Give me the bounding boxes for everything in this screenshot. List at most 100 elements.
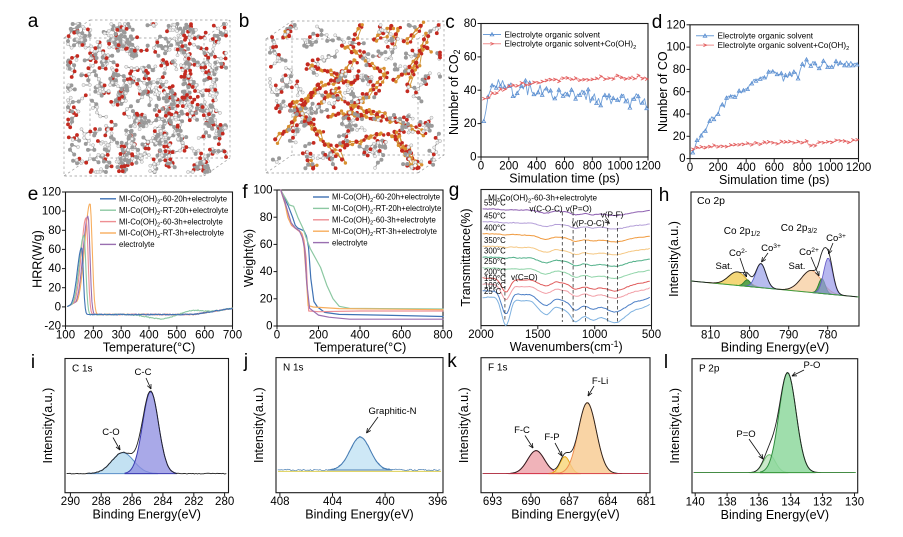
svg-text:600: 600 bbox=[765, 162, 784, 174]
svg-text:0: 0 bbox=[266, 321, 272, 333]
svg-text:Co3+​: Co3+​ bbox=[826, 233, 846, 244]
svg-text:P-O: P-O bbox=[804, 360, 821, 371]
svg-text:0: 0 bbox=[470, 152, 476, 164]
svg-text:400: 400 bbox=[139, 330, 158, 342]
svg-text:790: 790 bbox=[779, 330, 798, 342]
svg-text:1200: 1200 bbox=[635, 161, 661, 173]
svg-text:Binding Energy(eV): Binding Energy(eV) bbox=[721, 508, 829, 522]
svg-text:120: 120 bbox=[42, 187, 61, 199]
svg-text:b: b bbox=[239, 11, 250, 32]
svg-text:Weight(%): Weight(%) bbox=[242, 229, 256, 287]
svg-text:j: j bbox=[243, 351, 248, 372]
svg-text:MI-Co(OH)2-RT-20h+electrolyte​: MI-Co(OH)2-RT-20h+electrolyte​ bbox=[119, 206, 228, 217]
svg-text:280: 280 bbox=[215, 496, 234, 508]
svg-text:Co3+​: Co3+​ bbox=[761, 243, 781, 254]
svg-text:20: 20 bbox=[260, 293, 273, 305]
svg-text:120: 120 bbox=[666, 19, 685, 31]
svg-text:Wavenumbers(cm-1)​: Wavenumbers(cm-1)​ bbox=[510, 339, 623, 354]
svg-text:0: 0 bbox=[478, 161, 484, 173]
svg-text:693: 693 bbox=[483, 496, 502, 508]
svg-text:600: 600 bbox=[555, 161, 574, 173]
svg-text:Intensity(a.u.): Intensity(a.u.) bbox=[457, 387, 471, 463]
svg-text:40: 40 bbox=[464, 85, 477, 97]
svg-text:132: 132 bbox=[813, 496, 832, 508]
svg-text:Electrolyte organic solvent: Electrolyte organic solvent bbox=[505, 30, 601, 39]
svg-text:HRR(W/g): HRR(W/g) bbox=[31, 230, 45, 288]
svg-text:140: 140 bbox=[686, 496, 705, 508]
svg-text:F-C: F-C bbox=[514, 425, 530, 436]
svg-text:C-O: C-O bbox=[102, 427, 119, 438]
svg-text:800: 800 bbox=[793, 162, 812, 174]
svg-text:MI-Co(OH)2-RT-3h+electrolyte​: MI-Co(OH)2-RT-3h+electrolyte​ bbox=[119, 229, 224, 240]
svg-text:80: 80 bbox=[48, 225, 61, 237]
svg-text:404: 404 bbox=[323, 496, 343, 508]
svg-text:MI-Co(OH)2-RT-3h+electrolyte​: MI-Co(OH)2-RT-3h+electrolyte​ bbox=[332, 227, 437, 238]
svg-text:100: 100 bbox=[42, 206, 61, 218]
svg-text:687: 687 bbox=[560, 496, 579, 508]
svg-text:Intensity(a.u.): Intensity(a.u.) bbox=[252, 387, 266, 463]
svg-text:800: 800 bbox=[583, 161, 602, 173]
svg-text:350°C: 350°C bbox=[484, 236, 506, 245]
svg-text:400: 400 bbox=[350, 330, 369, 342]
svg-text:250°C: 250°C bbox=[484, 257, 506, 266]
svg-text:60: 60 bbox=[464, 51, 477, 63]
svg-text:810: 810 bbox=[701, 330, 720, 342]
svg-text:l: l bbox=[664, 352, 668, 373]
svg-text:MI-Co(OH)2-60-20h+electrolyte​: MI-Co(OH)2-60-20h+electrolyte​ bbox=[119, 195, 227, 206]
svg-text:g: g bbox=[449, 180, 460, 201]
svg-text:v(C-O-C): v(C-O-C) bbox=[529, 205, 562, 214]
svg-text:80: 80 bbox=[673, 64, 686, 76]
svg-text:20: 20 bbox=[464, 118, 477, 130]
svg-text:40: 40 bbox=[48, 263, 61, 275]
svg-text:150°C: 150°C bbox=[484, 274, 506, 283]
svg-text:0: 0 bbox=[274, 330, 280, 342]
svg-text:Temperature(°C): Temperature(°C) bbox=[314, 341, 407, 355]
svg-text:780: 780 bbox=[818, 330, 837, 342]
svg-text:Simulation time (ps): Simulation time (ps) bbox=[719, 173, 829, 187]
svg-text:MI-Co(OH)2-60-3h+electrolyte​: MI-Co(OH)2-60-3h+electrolyte​ bbox=[488, 194, 597, 205]
svg-text:v(P-F): v(P-F) bbox=[601, 210, 624, 219]
svg-text:400: 400 bbox=[527, 161, 546, 173]
svg-text:Co 2p: Co 2p bbox=[697, 195, 725, 207]
svg-text:134: 134 bbox=[781, 496, 801, 508]
svg-text:100: 100 bbox=[666, 42, 685, 54]
svg-text:500: 500 bbox=[167, 330, 186, 342]
svg-text:60: 60 bbox=[673, 86, 686, 98]
svg-text:C-C: C-C bbox=[135, 367, 152, 378]
svg-text:MI-Co(OH)2-60-3h+electrolyte​: MI-Co(OH)2-60-3h+electrolyte​ bbox=[332, 216, 436, 227]
svg-text:Binding Energy(eV): Binding Energy(eV) bbox=[305, 508, 413, 522]
svg-text:136: 136 bbox=[749, 496, 768, 508]
svg-text:0: 0 bbox=[687, 162, 693, 174]
svg-text:electrolyte: electrolyte bbox=[119, 240, 155, 249]
svg-text:Co2-​: Co2-​ bbox=[729, 248, 747, 259]
svg-text:25°C: 25°C bbox=[484, 287, 502, 296]
svg-text:396: 396 bbox=[428, 496, 447, 508]
svg-text:Binding Energy(eV): Binding Energy(eV) bbox=[511, 508, 619, 522]
svg-text:800: 800 bbox=[740, 330, 759, 342]
svg-text:130: 130 bbox=[845, 496, 864, 508]
svg-text:100: 100 bbox=[253, 185, 272, 197]
svg-text:500: 500 bbox=[642, 329, 661, 341]
svg-text:284: 284 bbox=[153, 496, 173, 508]
svg-text:80: 80 bbox=[260, 212, 273, 224]
svg-text:Number of CO2​: Number of CO2​ bbox=[447, 49, 462, 135]
svg-text:138: 138 bbox=[717, 496, 736, 508]
svg-text:690: 690 bbox=[521, 496, 540, 508]
svg-text:300°C: 300°C bbox=[484, 247, 506, 256]
svg-text:290: 290 bbox=[61, 496, 80, 508]
svg-text:400: 400 bbox=[737, 162, 756, 174]
svg-text:100°C: 100°C bbox=[484, 281, 506, 290]
svg-text:Electrolyte organic solvent: Electrolyte organic solvent bbox=[718, 32, 814, 41]
svg-text:Intensity(a.u.): Intensity(a.u.) bbox=[667, 221, 681, 297]
svg-text:e: e bbox=[28, 184, 39, 205]
svg-text:N 1s: N 1s bbox=[283, 363, 304, 374]
svg-text:1500: 1500 bbox=[525, 329, 551, 341]
svg-text:0: 0 bbox=[55, 301, 61, 313]
svg-text:1000: 1000 bbox=[818, 162, 844, 174]
svg-text:electrolyte: electrolyte bbox=[332, 238, 368, 247]
svg-text:v(P-O-C): v(P-O-C) bbox=[572, 219, 605, 228]
svg-text:h: h bbox=[659, 185, 670, 206]
svg-text:282: 282 bbox=[184, 496, 203, 508]
svg-text:i: i bbox=[31, 352, 35, 373]
svg-text:MI-Co(OH)2-60-20h+electrolyte​: MI-Co(OH)2-60-20h+electrolyte​ bbox=[332, 193, 440, 204]
